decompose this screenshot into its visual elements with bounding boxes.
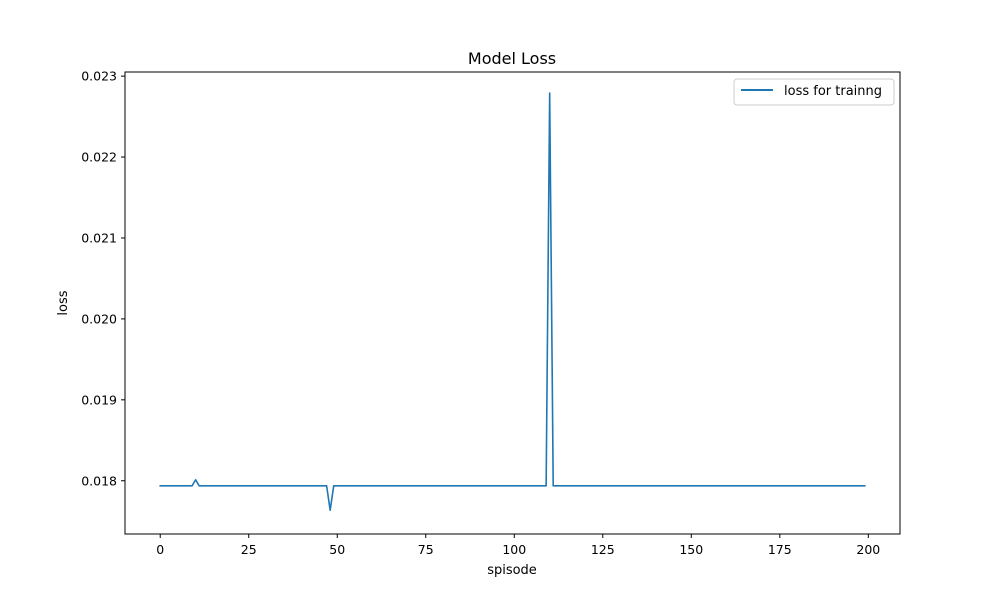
- x-tick-label: 175: [768, 542, 792, 557]
- plot-area: 0 25 50 75 100 125 150 175 200 0.0180.0190.0200.…: [81, 69, 901, 557]
- x-axis-label: spisode: [487, 563, 537, 578]
- y-axis-label: loss: [56, 290, 71, 315]
- x-tick-label: 200: [856, 542, 880, 557]
- x-tick-label: 25: [241, 542, 257, 557]
- series-layer: [159, 92, 866, 512]
- y-tick-label: 0.022: [81, 150, 117, 165]
- series-line-loss-for-trainng: [159, 92, 866, 512]
- x-tick-label: 50: [329, 542, 345, 557]
- x-tick-label: 100: [502, 542, 526, 557]
- legend-label-loss-for-trainng: loss for trainng: [784, 84, 882, 99]
- x-axis-ticks: 0 25 50 75 100 125 150 175 200: [156, 534, 880, 557]
- chart-title: Model Loss: [468, 49, 556, 68]
- y-tick-label: 0.020: [81, 311, 117, 326]
- y-tick-label: 0.023: [81, 69, 117, 84]
- y-axis-ticks: 0.018 0.019 0.020 0.021 0.022 0.023: [81, 69, 125, 488]
- x-tick-label: 125: [591, 542, 615, 557]
- x-tick-label: 0: [156, 542, 164, 557]
- y-tick-label: 0.019: [81, 392, 117, 407]
- y-tick-label: 0.021: [81, 230, 117, 245]
- x-tick-label: 75: [418, 542, 434, 557]
- y-tick-label: 0.018: [81, 473, 117, 488]
- axes-frame: [124, 71, 901, 535]
- legend: loss for trainng: [733, 78, 895, 106]
- x-tick-label: 150: [679, 542, 703, 557]
- legend-box: [733, 78, 895, 106]
